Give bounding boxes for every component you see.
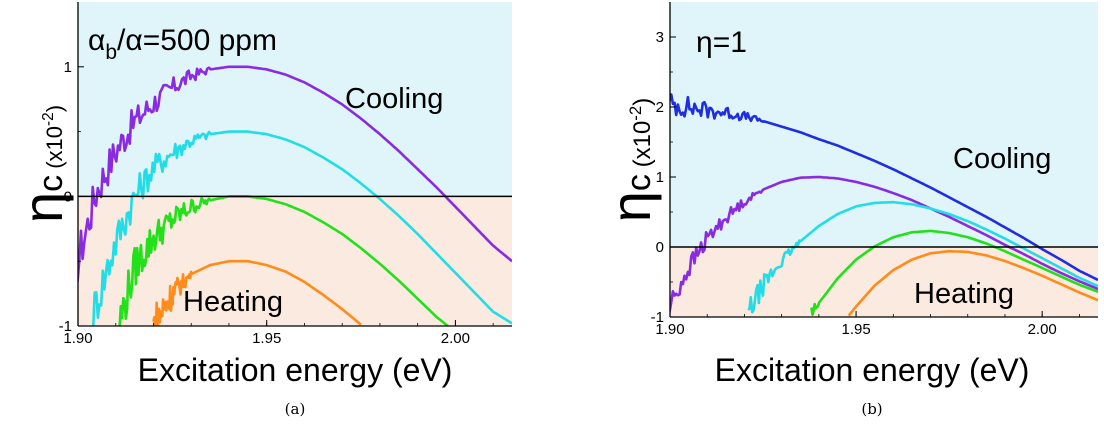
x-tick-label: 2.00 bbox=[1028, 321, 1057, 338]
annotation-text: =1 bbox=[713, 26, 747, 59]
panel-caption: (b) bbox=[861, 400, 882, 418]
y-tick-label: -1 bbox=[651, 309, 664, 326]
y-tick-label: 1 bbox=[656, 169, 664, 186]
annotation-subscript: b bbox=[105, 41, 117, 64]
y-tick-label: 2 bbox=[656, 99, 664, 116]
heating-label: Heating bbox=[914, 278, 1014, 310]
x-tick-label: 1.95 bbox=[841, 321, 870, 338]
y-label-unit-close: ) bbox=[42, 105, 67, 112]
y-label-subscript: c bbox=[620, 174, 658, 191]
y-axis-label: ηc (x10-2) bbox=[11, 105, 74, 223]
x-tick-label: 1.90 bbox=[63, 330, 92, 347]
y-label-unit: (x10 bbox=[629, 121, 656, 174]
series-line-5 bbox=[847, 249, 1098, 317]
series-line-1 bbox=[670, 93, 1098, 282]
x-axis-label: Excitation energy (eV) bbox=[715, 352, 1030, 388]
series-line-1 bbox=[78, 65, 512, 283]
heating-label: Heating bbox=[183, 286, 283, 318]
x-tick-label: 1.95 bbox=[252, 330, 281, 347]
heating-region bbox=[670, 247, 1098, 317]
panel-annotation: αb/α=500 ppm bbox=[88, 24, 277, 64]
series-line-4 bbox=[810, 229, 1098, 316]
y-tick-label: 0 bbox=[64, 188, 72, 205]
y-tick-label: -1 bbox=[59, 318, 72, 335]
panel-annotation: η=1 bbox=[696, 26, 747, 59]
y-label-unit: (x10 bbox=[42, 126, 67, 175]
y-label-subscript: c bbox=[32, 175, 70, 192]
x-tick-label: 1.90 bbox=[655, 321, 684, 338]
x-axis-label: Excitation energy (eV) bbox=[138, 352, 453, 388]
annotation-symbol: η bbox=[696, 26, 713, 59]
annotation-symbol: α bbox=[88, 24, 105, 57]
series-group bbox=[78, 65, 512, 326]
cooling-region bbox=[78, 2, 512, 197]
series-group bbox=[670, 93, 1098, 317]
series-line-3 bbox=[747, 200, 1098, 314]
y-label-exponent: -2 bbox=[40, 112, 57, 126]
y-tick-label: 1 bbox=[64, 59, 72, 76]
x-tick-label: 2.00 bbox=[441, 330, 470, 347]
panel-caption: (a) bbox=[285, 400, 306, 418]
y-label-symbol: η bbox=[599, 191, 662, 222]
y-tick-label: 3 bbox=[656, 29, 664, 46]
annotation-text: /α=500 ppm bbox=[117, 24, 277, 57]
y-tick-label: 0 bbox=[656, 239, 664, 256]
y-label-unit-close: ) bbox=[629, 98, 656, 106]
heating-region bbox=[78, 196, 512, 326]
series-line-2 bbox=[670, 175, 1098, 313]
series-line-3 bbox=[118, 195, 449, 326]
cooling-label: Cooling bbox=[345, 83, 443, 115]
y-label-symbol: η bbox=[11, 192, 74, 223]
y-label-exponent: -2 bbox=[626, 106, 645, 121]
cooling-label: Cooling bbox=[953, 143, 1051, 175]
series-line-4 bbox=[152, 259, 362, 326]
y-axis-label: ηc (x10-2) bbox=[599, 98, 662, 222]
series-line-2 bbox=[91, 130, 512, 326]
